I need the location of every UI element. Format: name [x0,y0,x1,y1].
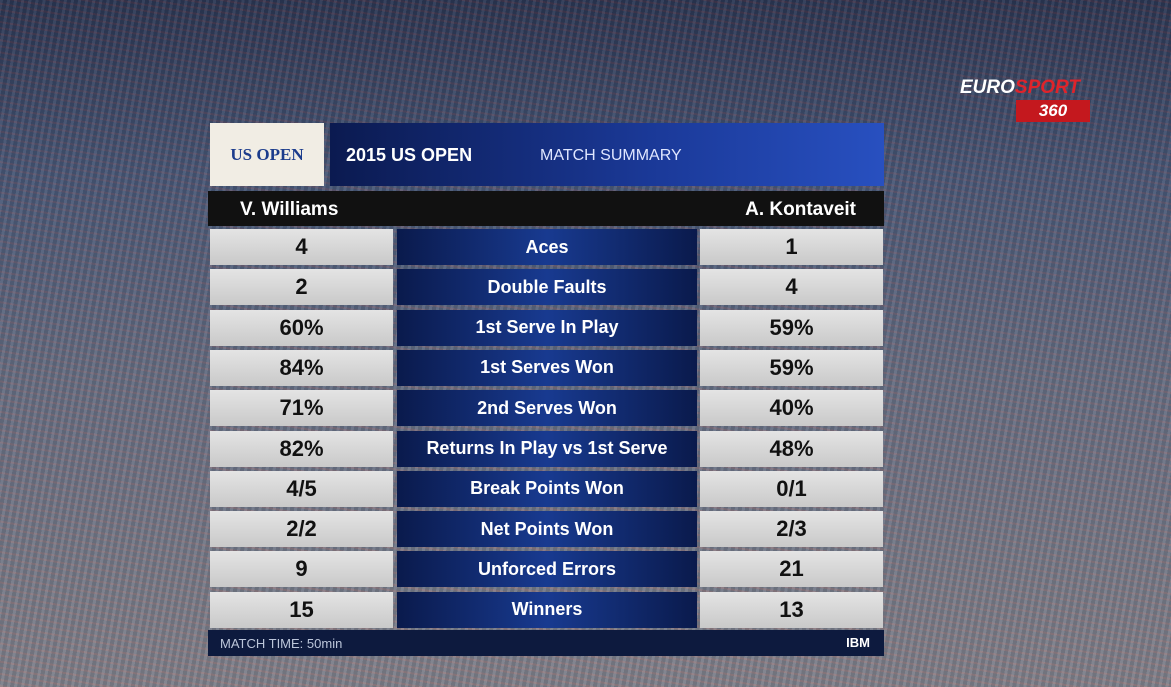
broadcaster-name: SPORT [1014,77,1081,98]
right-value: 21 [700,551,883,588]
left-value: 84% [210,349,393,386]
players-bar: V. Williams A. Kontaveit [208,191,884,226]
right-value: 48% [700,430,883,467]
right-value: 59% [700,309,883,346]
right-value: 59% [700,349,883,386]
left-value: 9 [210,551,393,588]
left-value: 15 [210,591,393,628]
right-value: 0/1 [700,470,883,507]
right-value: 1 [700,229,883,265]
left-value: 4/5 [210,470,393,507]
right-value: 40% [700,390,883,427]
stat-label: 1st Serve In Play [397,309,697,346]
stat-label: 1st Serves Won [397,349,697,386]
stat-label: 2nd Serves Won [397,390,697,427]
player-name: V. Williams [240,199,339,220]
sponsor: IBM [846,635,870,650]
stat-label: Break Points Won [397,470,697,507]
match-time: MATCH TIME: 50min [220,636,343,651]
stat-label: Returns In Play vs 1st Serve [397,430,697,467]
right-value: 4 [700,269,883,306]
left-value: 4 [210,229,393,265]
footer-bar: MATCH TIME: 50min IBM [208,630,884,656]
left-value: 60% [210,309,393,346]
right-value: 13 [700,591,883,628]
stat-label: Winners [397,591,697,628]
stat-label: Net Points Won [397,511,697,548]
header-title: 2015 US OPEN [346,145,473,165]
stat-label: Double Faults [397,269,697,306]
broadcaster-name: EURO [960,77,1015,98]
player-name: A. Kontaveit [745,199,856,220]
broadcaster-logo: EUROSPORT [960,77,1080,99]
left-value: 71% [210,390,393,427]
header-bar [330,123,884,186]
left-value: 2/2 [210,511,393,548]
header-subtitle: MATCH SUMMARY [540,147,682,164]
left-value: 2 [210,269,393,306]
right-value: 2/3 [700,511,883,548]
stat-label: Aces [397,229,697,265]
left-value: 82% [210,430,393,467]
event-logo: US OPEN [210,123,324,186]
stat-label: Unforced Errors [397,551,697,588]
broadcaster-channel: 360 [1016,100,1090,122]
